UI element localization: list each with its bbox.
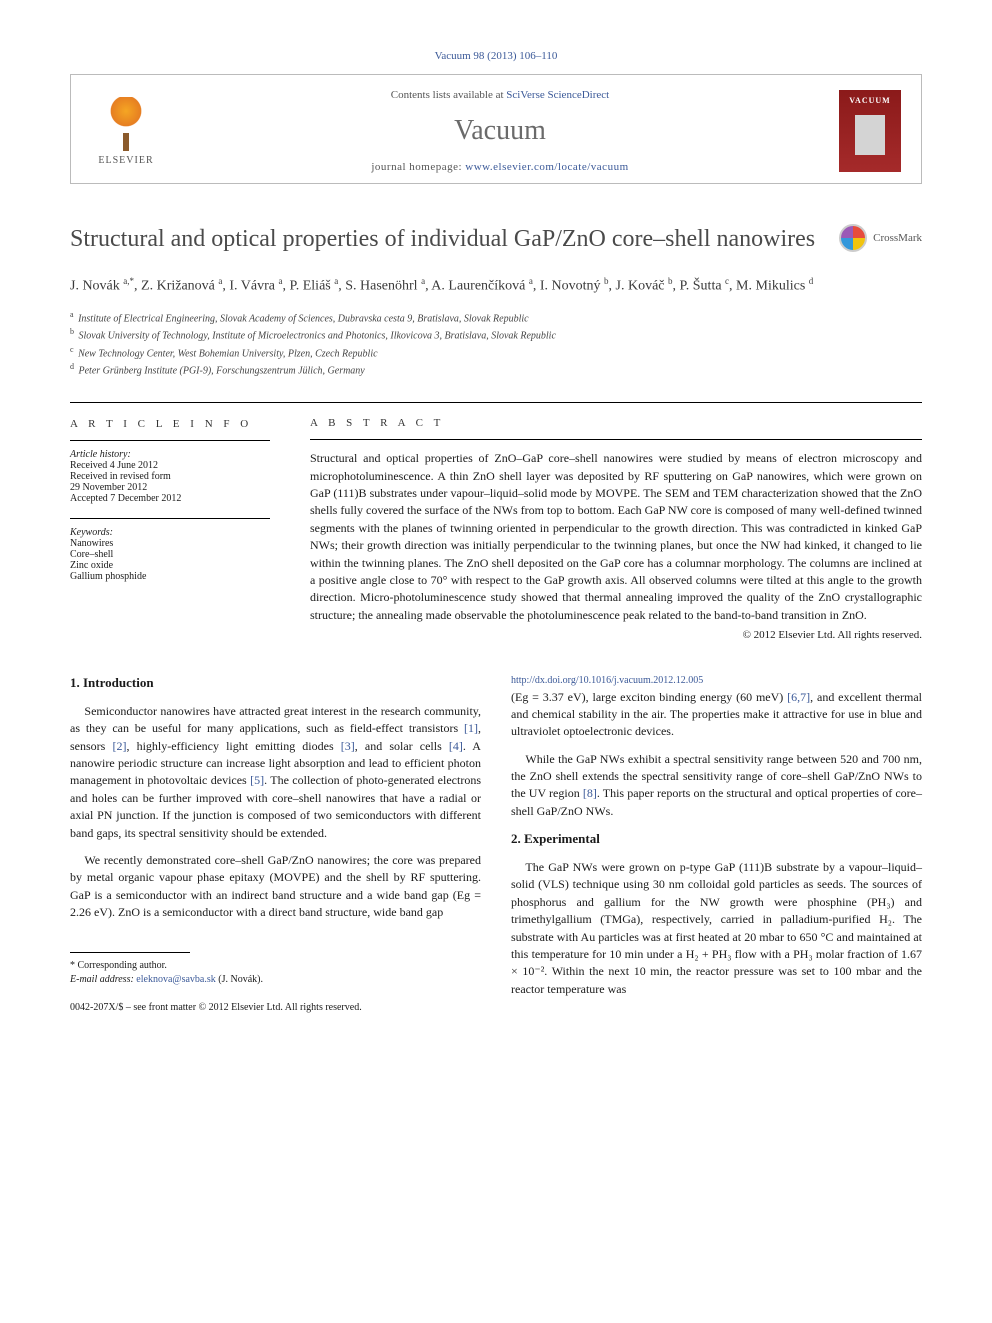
article-body: 1. Introduction Semiconductor nanowires …	[70, 674, 922, 1019]
citation-ref-link[interactable]: [4]	[449, 739, 463, 753]
affiliations-list: a Institute of Electrical Engineering, S…	[70, 309, 922, 378]
article-history-label: Article history:	[70, 449, 270, 460]
affiliation-line: a Institute of Electrical Engineering, S…	[70, 309, 922, 326]
affiliation-line: b Slovak University of Technology, Insti…	[70, 326, 922, 343]
cover-title: VACUUM	[849, 96, 890, 105]
intro-paragraph-1: Semiconductor nanowires have attracted g…	[70, 703, 481, 842]
sciencedirect-link[interactable]: SciVerse ScienceDirect	[506, 89, 609, 101]
journal-name: Vacuum	[181, 115, 819, 147]
article-info-column: A R T I C L E I N F O Article history: R…	[70, 403, 270, 644]
section-heading-introduction: 1. Introduction	[70, 674, 481, 693]
history-line: Received in revised form	[70, 471, 270, 482]
author-email-link[interactable]: eleknova@savba.sk	[136, 974, 215, 985]
issn-copyright-line: 0042-207X/$ – see front matter © 2012 El…	[70, 1001, 481, 1016]
crossmark-icon	[839, 224, 867, 252]
doi-link[interactable]: http://dx.doi.org/10.1016/j.vacuum.2012.…	[511, 675, 703, 686]
citation-ref-link[interactable]: [8]	[583, 786, 597, 800]
footnote-separator	[70, 952, 190, 953]
citation-ref-link[interactable]: [5]	[250, 773, 264, 787]
journal-header: ELSEVIER Contents lists available at Sci…	[70, 74, 922, 184]
abstract-text: Structural and optical properties of ZnO…	[310, 439, 922, 644]
journal-cover-thumbnail: VACUUM	[839, 90, 901, 172]
corresponding-author-line: * Corresponding author.	[70, 959, 481, 973]
keywords-label: Keywords:	[70, 527, 270, 538]
homepage-prefix: journal homepage:	[371, 161, 465, 173]
publisher-name: ELSEVIER	[98, 155, 153, 166]
abstract-body-text: Structural and optical properties of ZnO…	[310, 451, 922, 622]
article-title: Structural and optical properties of ind…	[70, 224, 819, 255]
cover-image-icon	[855, 115, 885, 155]
elsevier-tree-icon	[99, 97, 153, 151]
citation-ref-link[interactable]: [1]	[464, 721, 478, 735]
contents-lists-line: Contents lists available at SciVerse Sci…	[181, 89, 819, 101]
abstract-copyright: © 2012 Elsevier Ltd. All rights reserved…	[310, 628, 922, 644]
affiliation-line: d Peter Grünberg Institute (PGI-9), Fors…	[70, 361, 922, 378]
keywords-section: Keywords: NanowiresCore–shellZinc oxideG…	[70, 518, 270, 582]
journal-homepage-link[interactable]: www.elsevier.com/locate/vacuum	[465, 161, 628, 173]
citation-ref-link[interactable]: [6,7]	[787, 690, 810, 704]
email-author-suffix: (J. Novák).	[216, 974, 263, 985]
crossmark-label: CrossMark	[873, 232, 922, 244]
citation-ref-link[interactable]: [2]	[112, 739, 126, 753]
citation-line: Vacuum 98 (2013) 106–110	[70, 50, 922, 62]
section-heading-experimental: 2. Experimental	[511, 830, 922, 849]
crossmark-badge[interactable]: CrossMark	[839, 224, 922, 252]
elsevier-logo: ELSEVIER	[91, 91, 161, 171]
affiliation-line: c New Technology Center, West Bohemian U…	[70, 344, 922, 361]
keyword-line: Gallium phosphide	[70, 571, 270, 582]
abstract-column: A B S T R A C T Structural and optical p…	[310, 403, 922, 644]
intro-paragraph-4: While the GaP NWs exhibit a spectral sen…	[511, 751, 922, 821]
article-info-heading: A R T I C L E I N F O	[70, 417, 270, 430]
history-line: Received 4 June 2012	[70, 460, 270, 471]
history-line: 29 November 2012	[70, 482, 270, 493]
journal-homepage-line: journal homepage: www.elsevier.com/locat…	[181, 161, 819, 173]
keyword-line: Zinc oxide	[70, 560, 270, 571]
history-line: Accepted 7 December 2012	[70, 493, 270, 504]
citation-ref-link[interactable]: [3]	[341, 739, 355, 753]
keyword-line: Core–shell	[70, 549, 270, 560]
article-history-section: Article history: Received 4 June 2012Rec…	[70, 440, 270, 504]
intro-paragraph-2: We recently demonstrated core–shell GaP/…	[70, 852, 481, 922]
abstract-heading: A B S T R A C T	[310, 417, 922, 429]
contents-prefix: Contents lists available at	[391, 89, 506, 101]
corresponding-author-footnote: * Corresponding author. E-mail address: …	[70, 959, 481, 987]
experimental-paragraph-1: The GaP NWs were grown on p-type GaP (11…	[511, 859, 922, 998]
email-label: E-mail address:	[70, 974, 136, 985]
keyword-line: Nanowires	[70, 538, 270, 549]
author-list: J. Novák a,*, Z. Križanová a, I. Vávra a…	[70, 275, 922, 297]
intro-paragraph-3: (Eg = 3.37 eV), large exciton binding en…	[511, 689, 922, 741]
